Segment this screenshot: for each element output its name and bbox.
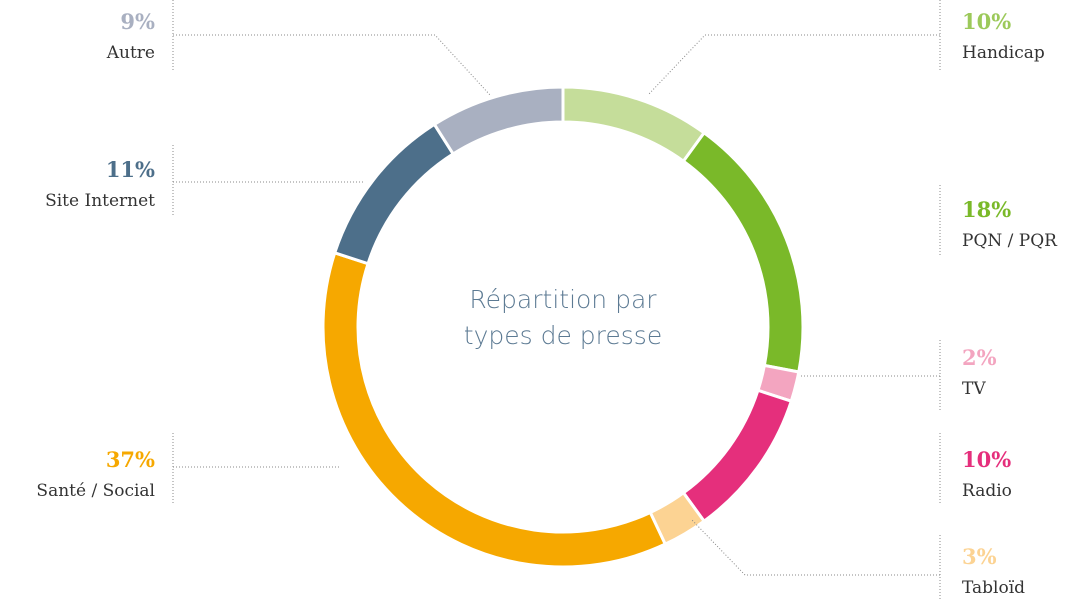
category-label: Autre [106,43,155,63]
donut-segment [432,85,565,156]
category-label: Tabloïd [962,578,1025,598]
donut-segment [681,130,805,374]
value-label: 37% [106,447,155,472]
category-label: Radio [962,481,1012,501]
value-label: 9% [120,9,155,34]
leader-line [647,34,940,96]
value-label: 2% [962,345,997,370]
category-label: Handicap [962,43,1045,63]
donut-segment [561,85,707,164]
value-label: 18% [962,197,1011,222]
value-label: 10% [962,9,1011,34]
category-label: Santé / Social [36,481,155,501]
value-label: 3% [962,544,997,569]
leader-line [691,519,940,576]
category-label: Site Internet [45,191,155,211]
donut-segment [681,388,794,524]
chart-title: Répartition par types de presse [463,285,663,350]
value-label: 10% [962,447,1011,472]
category-label: TV [962,379,986,399]
value-label: 11% [106,157,155,182]
category-label: PQN / PQR [962,231,1058,251]
donut-segment [332,122,456,266]
leader-line [173,34,491,96]
